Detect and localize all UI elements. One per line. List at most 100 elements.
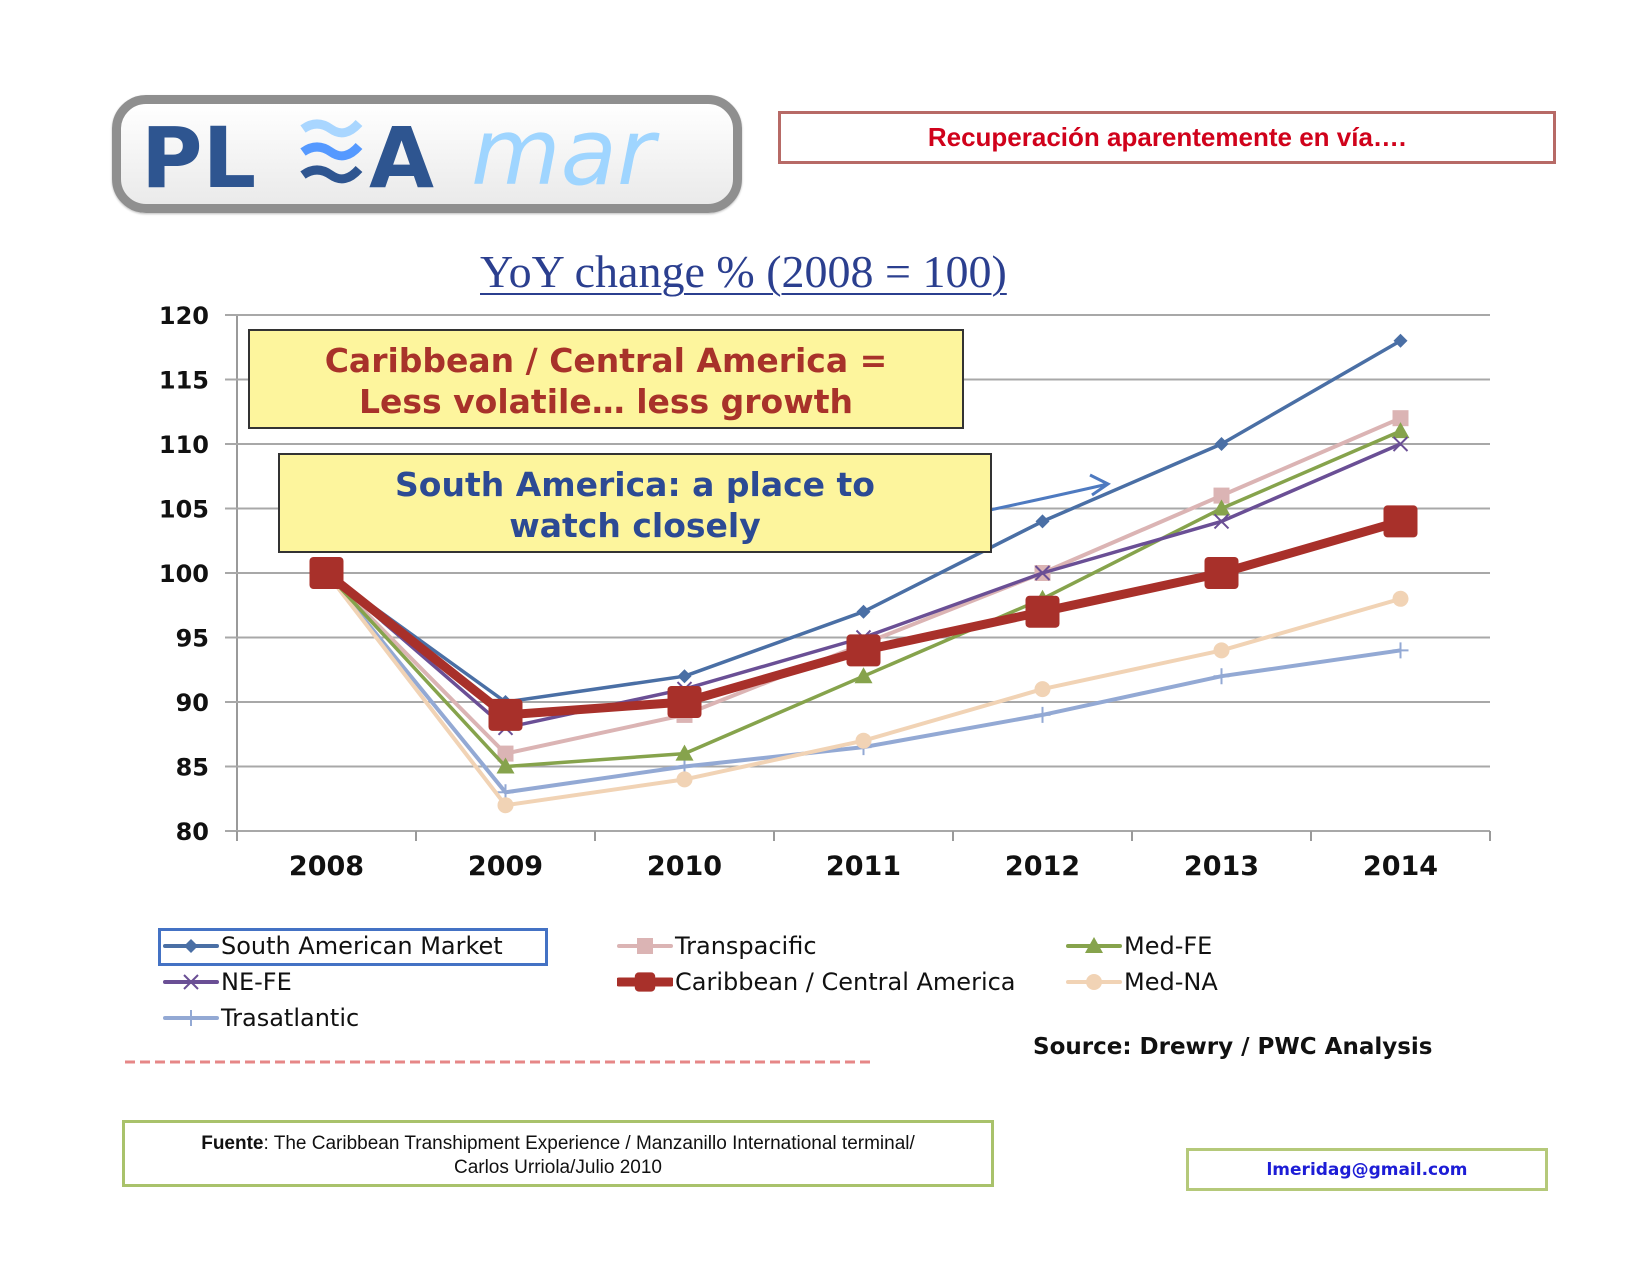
callout-south-america: South America: a place to watch closely (278, 453, 992, 553)
logo-text-a: A (369, 109, 434, 204)
x-tick-label: 2009 (468, 851, 543, 882)
marker-x (1392, 436, 1409, 452)
legend-label: Trasatlantic (221, 1004, 360, 1032)
logo-text-mar: mar (471, 104, 660, 204)
marker-big-square (1383, 505, 1418, 538)
marker-square (1392, 410, 1409, 427)
legend-label: Transpacific (675, 932, 817, 960)
marker-circle (1213, 642, 1230, 659)
legend-item[interactable]: South American Market (163, 932, 503, 960)
fuente-label: Fuente (201, 1133, 264, 1154)
legend-label: South American Market (221, 932, 503, 960)
callout-south-line1: South America: a place to (395, 465, 875, 504)
marker-triangle (675, 744, 694, 761)
marker-circle (1392, 590, 1409, 607)
y-axis-ticks: 80 85 90 95 100 105 110 115 120 (159, 302, 209, 846)
marker-x (1034, 565, 1051, 581)
y-tick-label: 90 (176, 689, 209, 717)
callout-caribbean-line1: Caribbean / Central America = (324, 341, 888, 380)
x-tick-label: 2014 (1363, 851, 1438, 882)
callout-caribbean-line2: Less volatile… less growth (358, 382, 853, 422)
marker-circle (497, 797, 514, 814)
marker-circle (1086, 974, 1102, 990)
legend-swatch-icon (617, 972, 673, 992)
marker-big-square (1025, 595, 1060, 628)
y-tick-label: 100 (159, 560, 209, 588)
legend-label: Caribbean / Central America (675, 968, 1016, 996)
series-lines (309, 333, 1418, 814)
email-box: lmeridag@gmail.com (1186, 1148, 1548, 1191)
marker-circle (855, 732, 872, 749)
marker-plus (1034, 706, 1051, 723)
legend-item[interactable]: Caribbean / Central America (617, 968, 1016, 996)
fuente-text: : The Caribbean Transhipment Experience … (263, 1133, 915, 1154)
legend-item[interactable]: Trasatlantic (163, 1004, 359, 1032)
marker-diamond (1035, 514, 1050, 529)
legend-label: Med-NA (1124, 968, 1218, 996)
marker-plus (183, 1010, 199, 1026)
y-tick-label: 120 (159, 302, 209, 330)
x-tick-label: 2008 (289, 851, 364, 882)
marker-plus (1213, 668, 1230, 685)
marker-x (1213, 513, 1230, 530)
legend-item[interactable]: Med-FE (1066, 932, 1212, 960)
legend-item[interactable]: Med-NA (1066, 968, 1218, 996)
y-tick-label: 85 (176, 754, 209, 782)
marker-square (1213, 487, 1230, 504)
header-title-box: Recuperación aparentemente en vía…. (778, 111, 1556, 164)
pleamar-logo: PL A mar (112, 95, 742, 213)
marker-triangle (1391, 422, 1410, 439)
marker-diamond (1393, 333, 1408, 348)
marker-diamond (677, 669, 692, 684)
callout-caribbean: Caribbean / Central America = Less volat… (248, 329, 964, 429)
legend-swatch-icon (163, 1010, 219, 1026)
marker-triangle (854, 667, 873, 684)
marker-diamond (856, 604, 871, 619)
legend-swatch-icon (163, 974, 219, 990)
x-axis-ticks: 2008 2009 2010 2011 2012 2013 2014 (236, 831, 1491, 882)
legend-swatch-icon (617, 938, 673, 954)
marker-square (637, 938, 653, 954)
header-title: Recuperación aparentemente en vía…. (927, 122, 1407, 152)
y-tick-label: 95 (176, 625, 209, 653)
marker-x (183, 974, 199, 990)
marker-diamond (184, 939, 198, 953)
chart-source: Source: Drewry / PWC Analysis (1033, 1034, 1433, 1060)
legend-swatch-icon (1066, 974, 1122, 990)
legend-label: Med-FE (1124, 932, 1213, 960)
y-tick-label: 115 (159, 367, 209, 395)
waves-icon (300, 119, 363, 184)
series-caribbean-central-america (309, 505, 1418, 731)
marker-square (497, 745, 514, 762)
marker-circle (676, 771, 693, 788)
x-tick-label: 2013 (1184, 851, 1259, 882)
marker-triangle (1085, 937, 1103, 953)
marker-big-square (846, 634, 881, 667)
marker-big-square (634, 972, 656, 992)
legend-item[interactable]: Transpacific (617, 932, 817, 960)
marker-circle (1034, 681, 1051, 698)
marker-triangle (1212, 499, 1231, 516)
marker-big-square (309, 557, 344, 589)
marker-big-square (488, 698, 523, 731)
fuente-line2: Carlos Urriola/Julio 2010 (453, 1156, 663, 1178)
x-tick-label: 2011 (826, 851, 901, 882)
y-tick-label: 80 (176, 818, 209, 846)
y-tick-label: 105 (159, 496, 209, 524)
marker-big-square (667, 686, 702, 718)
legend-swatch-icon (163, 939, 219, 953)
y-tick-label: 110 (159, 431, 209, 459)
legend-label: NE-FE (221, 968, 292, 996)
email-link[interactable]: lmeridag@gmail.com (1266, 1159, 1468, 1180)
decorative-dashed-line (125, 1060, 875, 1064)
x-tick-label: 2010 (647, 851, 722, 882)
legend-item[interactable]: NE-FE (163, 968, 292, 996)
callout-arrow-icon (989, 473, 1111, 512)
legend-swatch-icon (1066, 937, 1122, 953)
callout-south-line2: watch closely (509, 506, 761, 546)
logo-text-pl: PL (141, 109, 256, 204)
footer-source-box: Fuente: The Caribbean Transhipment Exper… (122, 1120, 994, 1187)
marker-triangle (496, 757, 515, 774)
marker-plus (1392, 642, 1409, 659)
